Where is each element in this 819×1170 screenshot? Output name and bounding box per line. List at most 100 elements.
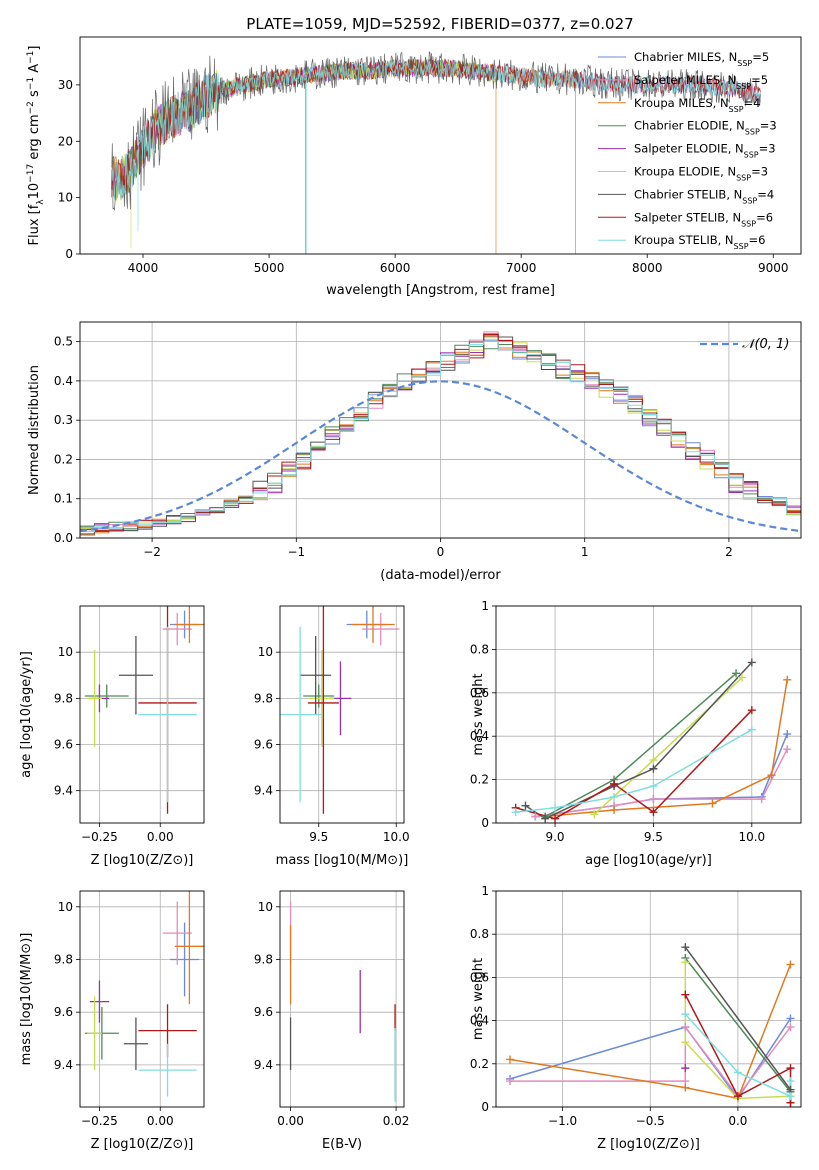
x-tick-label: −1 [287, 545, 305, 559]
weight-marker-chabrier_elodie [732, 669, 741, 678]
hist-step-kroupa_elodie [80, 337, 801, 531]
y-tick-label: 0.3 [54, 413, 73, 427]
axes-frame [79, 321, 802, 539]
weight-marker-kroupa_miles [783, 675, 792, 684]
x-tick-label: −2 [143, 545, 161, 559]
y-tick-label: 9.8 [54, 952, 73, 966]
plot-area [80, 331, 801, 536]
grid [496, 605, 801, 824]
weight-marker-salpeter_miles [506, 1077, 515, 1086]
spectrum-line-salpeter_stelib [111, 58, 761, 199]
x-axis-label: mass [log10(M/M⊙)] [276, 853, 409, 868]
weight-marker-kroupa_elodie [737, 673, 746, 682]
legend-label: Salpeter STELIB, NSSP=6 [634, 210, 773, 228]
weight-marker-kroupa_stelib [786, 1092, 795, 1101]
weight-marker-kroupa_miles [786, 960, 795, 969]
weight-marker-salpeter_stelib [649, 808, 658, 817]
x-tick-label: 6000 [380, 261, 411, 275]
y-tick-label: 0.4 [54, 374, 73, 388]
mass-vs-metallicity-panel: −0.25 0.00 9.4 9.6 9.8 10 Z [log10(Z/Z⊙)] mass … [19, 890, 205, 1152]
axes-frame [279, 605, 405, 824]
weight-marker-kroupa_stelib [610, 792, 619, 801]
hist-step-chabrier_miles [80, 339, 801, 536]
grid [280, 606, 404, 823]
weight-marker-salpeter_stelib [610, 779, 619, 788]
x-tick-label: 0.02 [383, 1114, 410, 1128]
weight-line-chabrier_stelib [525, 661, 753, 820]
weight-marker-kroupa_elodie [590, 810, 599, 819]
y-axis-label: mass [log10(M/M⊙)] [19, 933, 34, 1066]
residual-histogram-panel: −2 −1 0 1 2 0.0 0.1 0.2 0.3 0.4 0.5 𝒩(0, 1) (data-mo… [27, 321, 802, 583]
spectrum-line-kroupa_stelib [111, 58, 761, 254]
y-tick-label: 9.6 [54, 1005, 73, 1019]
y-tick-label: 0 [65, 247, 73, 261]
x-axis-label: (data-model)/error [380, 568, 501, 583]
axes-frame [79, 605, 205, 824]
weight-line-kroupa_elodie [593, 677, 743, 815]
weight-marker-salpeter_stelib [733, 1092, 742, 1101]
y-axis-label: mass weight [471, 673, 486, 755]
weight-marker-salpeter_miles [681, 1023, 690, 1032]
y-tick-label: 9.6 [254, 1005, 273, 1019]
x-tick-label: 9.5 [309, 830, 328, 844]
weight-marker-kroupa_stelib [681, 1010, 690, 1019]
age-vs-mass-panel: 9.5 10.0 9.4 9.6 9.8 10 mass [log10(M/M⊙)] [254, 605, 410, 868]
y-tick-label: 0.0 [54, 531, 73, 545]
age-vs-metallicity-panel: −0.25 0.00 9.4 9.6 9.8 10 Z [log10(Z/Z⊙)] age [… [19, 605, 205, 868]
y-axis-label: Flux [fλ10−17 erg cm−2 s−1 A−1] [26, 46, 46, 246]
y-tick-label: 9.4 [254, 1058, 273, 1072]
hist-step-salpeter_elodie [80, 333, 801, 531]
axes-frame [279, 890, 405, 1108]
y-tick-label: 10 [258, 900, 273, 914]
weight-marker-salpeter_miles [531, 812, 540, 821]
x-tick-label: 0 [437, 545, 445, 559]
grid [80, 891, 204, 1107]
y-tick-label: 0.2 [470, 773, 489, 787]
weight-marker-kroupa_stelib [511, 808, 520, 817]
legend-label: Chabrier STELIB, NSSP=4 [634, 187, 774, 205]
weight-marker-kroupa_miles [506, 1055, 515, 1064]
weight-marker-salpeter_stelib [681, 990, 690, 999]
axes-frame [495, 605, 802, 824]
x-tick-label: −0.5 [636, 1114, 665, 1128]
y-tick-label: 9.4 [54, 1058, 73, 1072]
x-tick-label: 9000 [758, 261, 789, 275]
x-tick-label: −0.25 [81, 830, 118, 844]
weight-marker-chabrier_stelib [649, 764, 658, 773]
y-tick-label: 0.6 [470, 970, 489, 984]
y-tick-label: 0.5 [54, 335, 73, 349]
figure-title: PLATE=1059, MJD=52592, FIBERID=0377, z=0… [246, 15, 633, 33]
plot-area [289, 901, 396, 1102]
y-tick-label: 0.1 [54, 492, 73, 506]
x-tick-label: 10.0 [738, 830, 765, 844]
x-axis-label: Z [log10(Z/Z⊙)] [91, 1137, 194, 1152]
spectrum-legend: Chabrier MILES, NSSP=5 Salpeter MILES, NS… [598, 50, 777, 251]
y-tick-label: 9.8 [254, 691, 273, 705]
x-tick-label: 8000 [632, 261, 663, 275]
y-tick-label: 0.8 [470, 642, 489, 656]
y-tick-label: 10 [258, 645, 273, 659]
plot-area [111, 51, 761, 254]
weight-line-kroupa_miles [509, 964, 792, 1100]
y-tick-label: 9.4 [254, 784, 273, 798]
x-tick-label: 0.00 [147, 830, 174, 844]
axes-frame [79, 890, 205, 1108]
x-axis-label: E(B-V) [322, 1137, 362, 1152]
weight-marker-chabrier_stelib [541, 814, 550, 823]
weight-marker-salpeter_stelib [786, 1064, 795, 1073]
weight-marker-salpeter_miles [757, 795, 766, 804]
x-tick-label: 4000 [128, 261, 159, 275]
y-axis-label: mass weight [471, 958, 486, 1040]
x-tick-label: 1 [581, 545, 589, 559]
y-tick-label: 9.8 [54, 691, 73, 705]
legend-label: Chabrier MILES, NSSP=5 [634, 50, 769, 68]
hist-step-kroupa_miles [80, 335, 801, 536]
y-tick-label: 10 [58, 191, 73, 205]
x-tick-label: 10.0 [383, 830, 410, 844]
axes-frame [495, 890, 802, 1108]
weight-marker-kroupa_elodie [681, 1038, 690, 1047]
y-tick-label: 0 [481, 816, 489, 830]
weight-marker-chabrier_stelib [521, 801, 530, 810]
y-tick-label: 9.8 [254, 952, 273, 966]
